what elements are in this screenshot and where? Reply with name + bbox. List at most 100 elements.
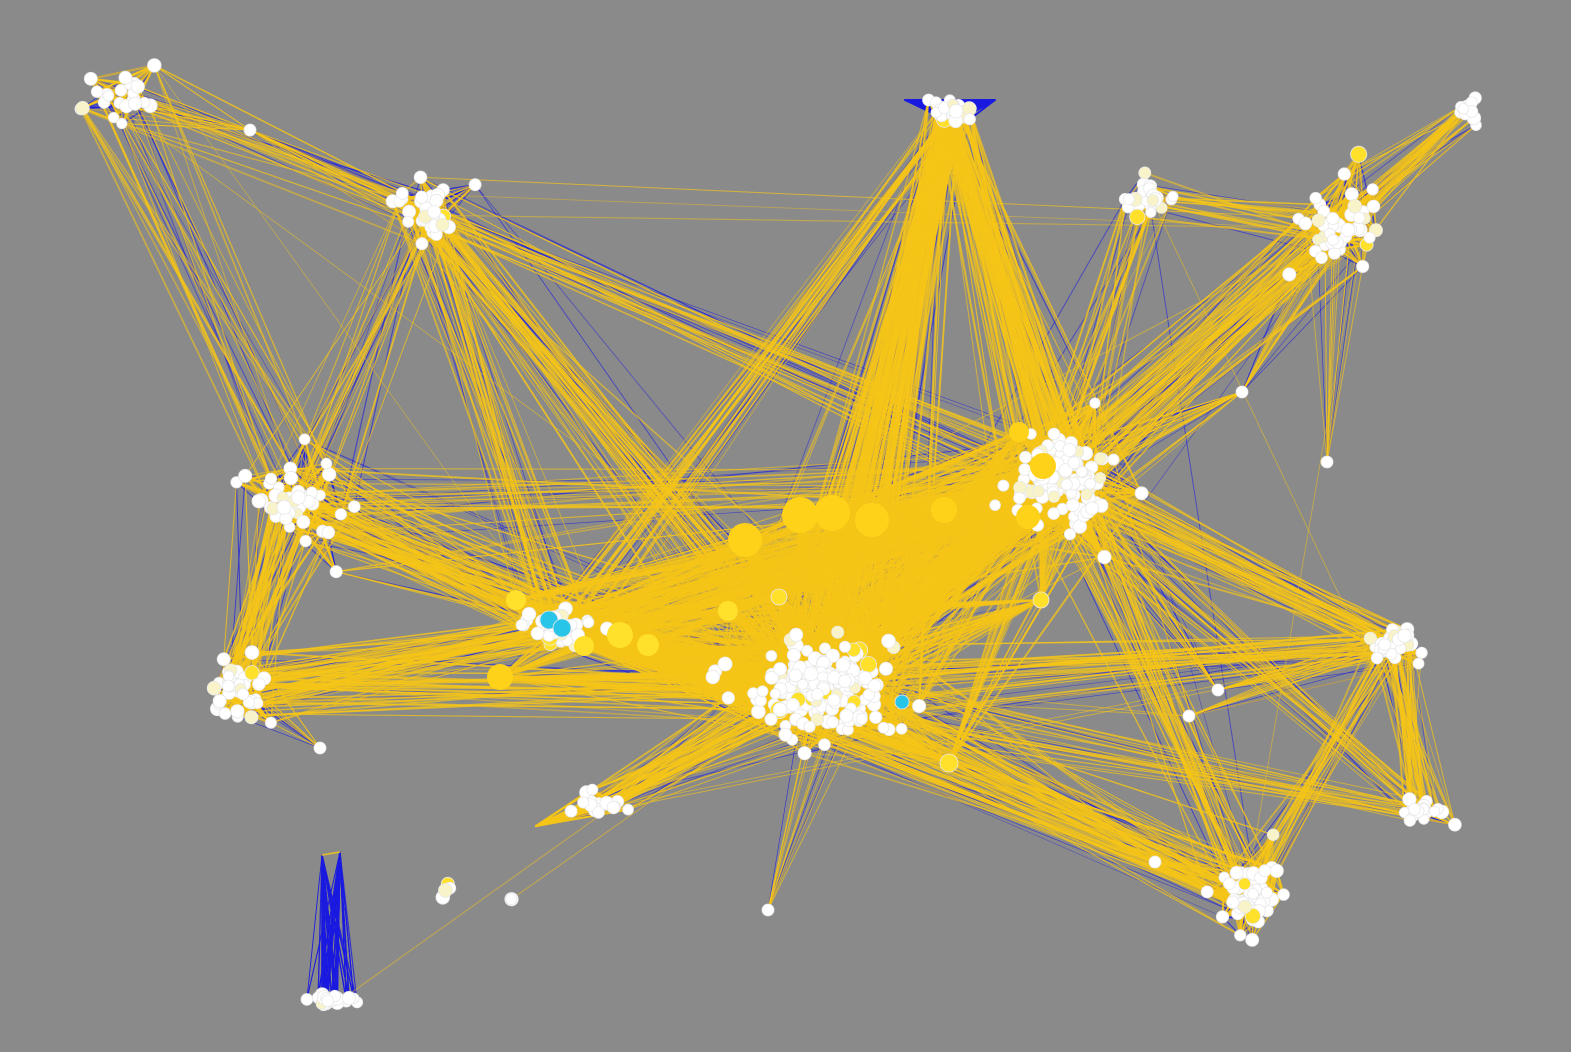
graph-node-hub[interactable]	[506, 590, 526, 610]
graph-node[interactable]	[788, 668, 803, 683]
graph-node[interactable]	[236, 688, 250, 701]
graph-node[interactable]	[1309, 191, 1322, 205]
graph-node[interactable]	[1223, 877, 1236, 890]
graph-node[interactable]	[427, 205, 441, 219]
graph-node[interactable]	[1060, 478, 1073, 491]
graph-node[interactable]	[321, 525, 336, 540]
graph-node[interactable]	[244, 645, 260, 660]
graph-node[interactable]	[1448, 817, 1462, 832]
graph-node[interactable]	[395, 186, 409, 200]
graph-node[interactable]	[586, 783, 599, 796]
graph-node[interactable]	[1047, 490, 1061, 503]
graph-node[interactable]	[855, 712, 868, 726]
graph-node[interactable]	[756, 685, 769, 698]
graph-node[interactable]	[838, 674, 852, 688]
graph-node[interactable]	[322, 467, 337, 482]
graph-node[interactable]	[90, 85, 104, 98]
graph-node-bridge[interactable]	[1211, 683, 1225, 697]
graph-node[interactable]	[803, 666, 819, 682]
graph-node[interactable]	[1229, 865, 1244, 880]
graph-node[interactable]	[75, 101, 90, 116]
graph-node[interactable]	[251, 493, 266, 509]
graph-node[interactable]	[212, 694, 227, 709]
graph-node[interactable]	[839, 640, 852, 653]
graph-node-hub[interactable]	[487, 664, 513, 690]
graph-node[interactable]	[415, 237, 429, 251]
graph-node[interactable]	[468, 178, 482, 192]
graph-node-hub[interactable]	[931, 497, 957, 523]
graph-node-bridge[interactable]	[1182, 709, 1196, 723]
graph-node[interactable]	[827, 693, 841, 707]
graph-node[interactable]	[1215, 910, 1230, 924]
graph-node[interactable]	[1032, 485, 1045, 498]
graph-node[interactable]	[1397, 628, 1412, 643]
graph-node[interactable]	[244, 665, 260, 681]
graph-node[interactable]	[831, 625, 845, 639]
graph-node-hub[interactable]	[855, 503, 889, 537]
graph-node-hub[interactable]	[574, 636, 594, 656]
graph-node[interactable]	[818, 738, 831, 751]
graph-node[interactable]	[1408, 802, 1421, 816]
graph-node[interactable]	[1415, 646, 1428, 659]
graph-node[interactable]	[839, 708, 854, 723]
graph-node[interactable]	[118, 70, 133, 85]
graph-node[interactable]	[1457, 103, 1470, 115]
graph-node[interactable]	[222, 679, 235, 693]
graph-node[interactable]	[717, 656, 733, 672]
graph-node[interactable]	[1282, 267, 1297, 282]
graph-node[interactable]	[622, 803, 634, 816]
graph-node[interactable]	[505, 893, 518, 905]
graph-node-hub[interactable]	[814, 495, 850, 531]
graph-node[interactable]	[521, 607, 537, 622]
graph-node[interactable]	[1327, 233, 1340, 246]
graph-node[interactable]	[881, 633, 896, 649]
graph-node[interactable]	[1258, 864, 1272, 878]
graph-node[interactable]	[797, 746, 812, 761]
graph-node[interactable]	[1403, 814, 1417, 827]
graph-node[interactable]	[341, 991, 356, 1006]
graph-node[interactable]	[582, 616, 595, 629]
graph-node-bridge[interactable]	[761, 903, 775, 917]
graph-node[interactable]	[1145, 206, 1157, 218]
graph-node[interactable]	[415, 190, 429, 204]
graph-node[interactable]	[320, 457, 333, 470]
graph-node[interactable]	[296, 515, 311, 529]
graph-node-bridge[interactable]	[313, 741, 327, 755]
graph-node[interactable]	[298, 433, 311, 446]
graph-node[interactable]	[299, 534, 312, 548]
graph-node[interactable]	[1269, 863, 1284, 878]
graph-node[interactable]	[1340, 222, 1356, 238]
graph-node[interactable]	[858, 670, 873, 686]
graph-node-bridge[interactable]	[1320, 455, 1334, 469]
graph-node[interactable]	[238, 468, 253, 483]
graph-node[interactable]	[860, 656, 877, 673]
graph-node[interactable]	[334, 508, 347, 521]
graph-node[interactable]	[1047, 427, 1061, 441]
graph-node[interactable]	[879, 661, 894, 676]
graph-node[interactable]	[1134, 486, 1149, 501]
graph-node[interactable]	[1412, 657, 1425, 670]
graph-node[interactable]	[773, 662, 787, 676]
graph-node[interactable]	[127, 96, 142, 111]
graph-node[interactable]	[515, 619, 528, 632]
graph-node-hub[interactable]	[718, 601, 738, 621]
graph-node[interactable]	[877, 721, 890, 734]
graph-node[interactable]	[264, 716, 277, 729]
graph-node[interactable]	[402, 215, 415, 228]
graph-node[interactable]	[1167, 190, 1179, 203]
graph-node[interactable]	[530, 626, 545, 641]
graph-node[interactable]	[1075, 465, 1088, 478]
graph-node[interactable]	[778, 727, 793, 742]
graph-node-hub[interactable]	[728, 523, 762, 557]
graph-node[interactable]	[1347, 199, 1363, 214]
graph-node[interactable]	[300, 993, 314, 1006]
graph-node-highlighted[interactable]	[894, 694, 910, 710]
graph-node[interactable]	[948, 103, 964, 119]
graph-node[interactable]	[577, 796, 590, 809]
graph-node-bridge[interactable]	[243, 123, 257, 137]
graph-node[interactable]	[772, 702, 788, 717]
graph-node[interactable]	[347, 500, 361, 514]
graph-node[interactable]	[1326, 211, 1340, 225]
graph-node[interactable]	[83, 71, 98, 86]
graph-node[interactable]	[788, 627, 804, 642]
